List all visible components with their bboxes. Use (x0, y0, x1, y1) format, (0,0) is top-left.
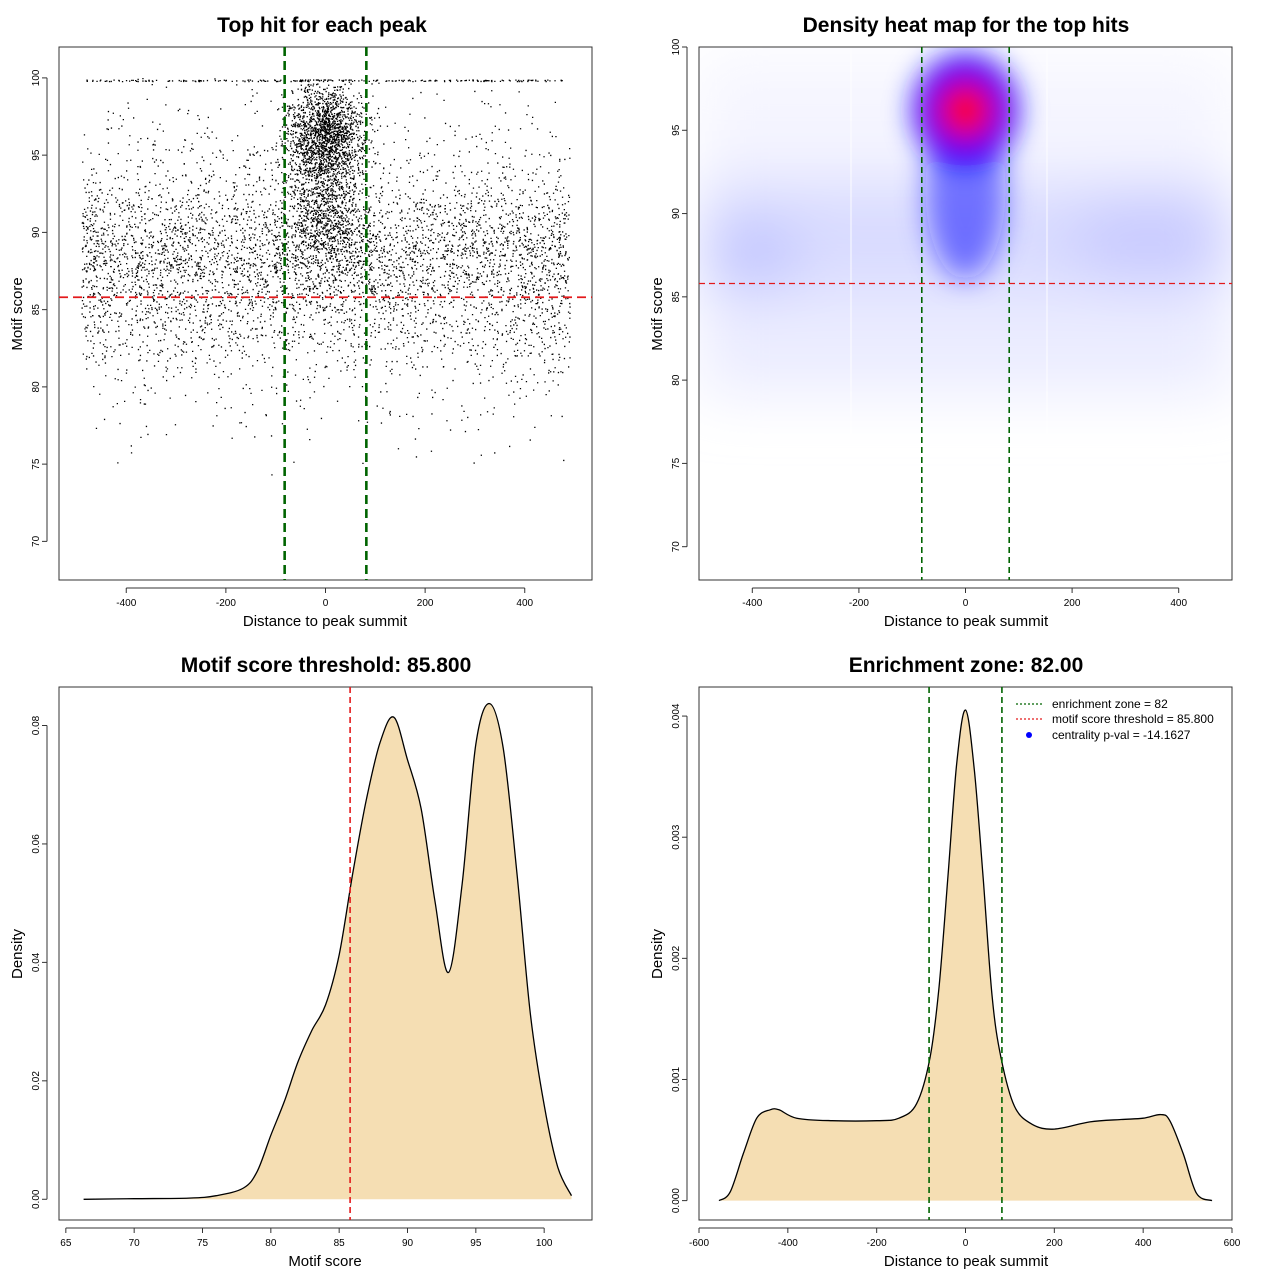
legend-label-pval: centrality p-val = -14.1627 (1052, 728, 1191, 742)
distance-density-xtick-label: 600 (1224, 1238, 1241, 1249)
distance-density-curve (718, 709, 1213, 1202)
score-density-xtick-label: 65 (60, 1238, 72, 1249)
scatter-point-cloud (81, 78, 571, 476)
distance-density-plot-frame (698, 686, 1233, 1221)
scatter-xtick-label: -200 (216, 598, 236, 609)
distance-density-ytick-label: 0.000 (671, 1188, 682, 1213)
distance-density-ylabel: Density (649, 928, 666, 979)
score-density-title: Motif score threshold: 85.800 (181, 654, 472, 677)
score-density-xtick-label: 75 (197, 1238, 209, 1249)
distance-density-xtick-label: 0 (963, 1238, 969, 1249)
legend-label-zone: enrichment zone = 82 (1052, 697, 1168, 711)
distance-density-xtick-label: -400 (778, 1238, 798, 1249)
heatmap-ytick-label: 85 (671, 291, 682, 303)
distance-density-ytick-label: 0.003 (671, 824, 682, 849)
heatmap-ylabel: Motif score (649, 277, 666, 350)
heatmap-axes: -400 -200 0 200 400 70 75 80 85 90 95 100 (671, 38, 1187, 609)
distance-density-xlabel: Distance to peak summit (884, 1253, 1049, 1270)
legend-label-threshold: motif score threshold = 85.800 (1052, 712, 1214, 726)
scatter-points (81, 78, 571, 476)
score-density-plot-frame (58, 686, 593, 1221)
scatter-xtick-label: 200 (417, 598, 434, 609)
legend-swatch-pval (1026, 732, 1032, 738)
score-density-xtick-label: 100 (536, 1238, 553, 1249)
heatmap-peak-mark (943, 86, 988, 135)
heatmap-xtick-label: -200 (849, 598, 869, 609)
score-density-ytick-label: 0.02 (31, 1071, 42, 1091)
scatter-ytick-label: 75 (31, 458, 42, 470)
legend: enrichment zone = 82 motif score thresho… (1016, 697, 1214, 742)
scatter-xlabel: Distance to peak summit (243, 613, 408, 630)
scatter-title: Top hit for each peak (217, 14, 427, 37)
score-density-xtick-label: 95 (470, 1238, 482, 1249)
distance-density-ytick-label: 0.002 (671, 945, 682, 970)
scatter-ytick-label: 100 (31, 69, 42, 86)
scatter-ytick-label: 80 (31, 381, 42, 393)
heatmap-field (699, 47, 1232, 580)
score-density-xtick-label: 85 (334, 1238, 346, 1249)
distance-density-area (719, 709, 1212, 1201)
scatter-plot-frame (58, 46, 593, 581)
scatter-xtick-label: -400 (116, 598, 136, 609)
heatmap-title: Density heat map for the top hits (803, 14, 1130, 37)
distance-density-xtick-label: -600 (689, 1238, 709, 1249)
scatter-axes: -400 -200 0 200 400 70 75 80 85 90 95 100 (31, 69, 534, 609)
score-density-ytick-label: 0.04 (31, 952, 42, 972)
distance-density-xtick-label: 200 (1046, 1238, 1063, 1249)
score-density-ytick-label: 0.08 (31, 715, 42, 735)
scatter-ylabel: Motif score (9, 277, 26, 350)
score-density-xtick-label: 90 (402, 1238, 414, 1249)
distance-density-title: Enrichment zone: 82.00 (849, 654, 1084, 677)
heatmap-ytick-label: 95 (671, 124, 682, 136)
scatter-xtick-label: 0 (323, 598, 329, 609)
heatmap-ytick-label: 100 (671, 38, 682, 55)
score-density-area (83, 703, 572, 1200)
panel-heatmap: Density heat map for the top hits -400 -2… (649, 14, 1233, 630)
score-density-xtick-label: 70 (129, 1238, 141, 1249)
panel-scatter: Top hit for each peak -400 -200 0 200 400 70 7… (9, 14, 593, 630)
heatmap-ytick-label: 90 (671, 208, 682, 220)
distance-density-axes: -600 -400 -200 0 200 400 600 0.000 0.001 0.002 0.0… (671, 703, 1241, 1249)
heatmap-xtick-label: 200 (1064, 598, 1081, 609)
heatmap-xtick-label: 400 (1170, 598, 1187, 609)
heatmap-xtick-label: 0 (963, 598, 969, 609)
score-density-curve (83, 702, 573, 1200)
heatmap-ytick-label: 75 (671, 457, 682, 469)
score-density-ytick-label: 0.00 (31, 1189, 42, 1209)
heatmap-xtick-label: -400 (742, 598, 762, 609)
heatmap-xlabel: Distance to peak summit (884, 613, 1049, 630)
heatmap-ytick-label: 80 (671, 374, 682, 386)
heatmap-plot-frame (698, 46, 1233, 581)
panel-score-density: Motif score threshold: 85.800 65 70 75 80 85… (9, 654, 593, 1270)
scatter-xtick-label: 400 (516, 598, 533, 609)
distance-density-ytick-label: 0.004 (671, 703, 682, 728)
score-density-xtick-label: 80 (265, 1238, 277, 1249)
scatter-ytick-label: 85 (31, 304, 42, 316)
distance-density-xtick-label: -200 (867, 1238, 887, 1249)
score-density-axes: 65 70 75 80 85 90 95 100 0.00 0.02 0.04 0.06 0.08 (31, 715, 553, 1249)
scatter-ytick-label: 70 (31, 535, 42, 547)
score-density-ytick-label: 0.06 (31, 834, 42, 854)
scatter-ytick-label: 90 (31, 226, 42, 238)
heatmap-ytick-label: 70 (671, 541, 682, 553)
distance-density-ytick-label: 0.001 (671, 1067, 682, 1092)
heatmap-hotspot (913, 54, 1018, 280)
score-density-xlabel: Motif score (288, 1253, 361, 1270)
distance-density-xtick-label: 400 (1135, 1238, 1152, 1249)
score-density-ylabel: Density (9, 928, 26, 979)
panel-distance-density: Enrichment zone: 82.00 -600 -400 -200 0 200 4… (649, 654, 1241, 1270)
scatter-ytick-label: 95 (31, 149, 42, 161)
